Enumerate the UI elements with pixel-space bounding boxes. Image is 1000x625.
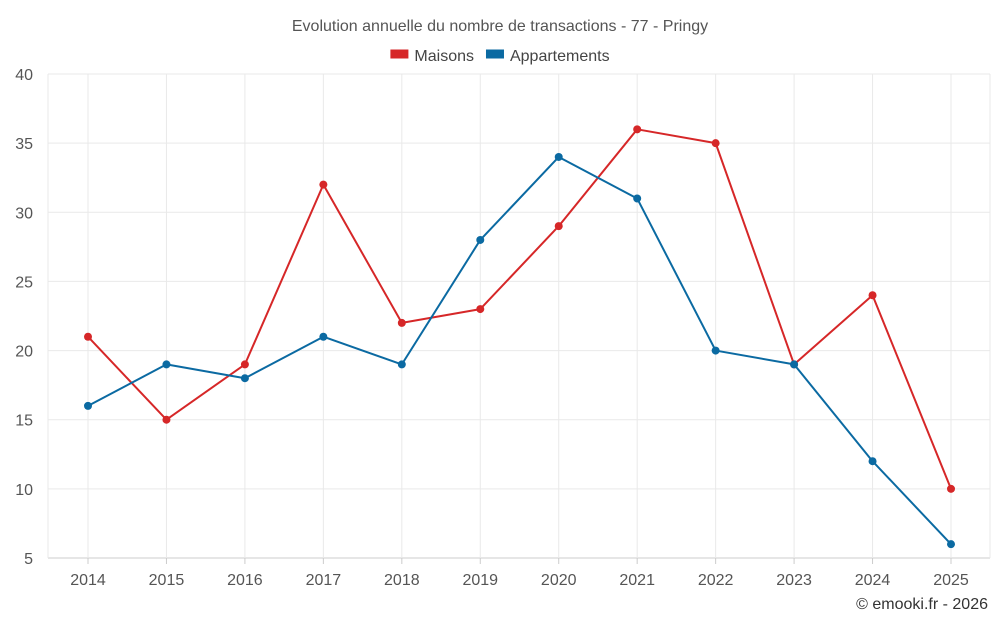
data-point-appartements-2024[interactable] [868, 457, 877, 466]
data-point-appartements-2017[interactable] [319, 332, 328, 341]
series-line-appartements [87, 155, 952, 545]
data-point-maisons-2022[interactable] [711, 139, 720, 148]
data-point-maisons-2019[interactable] [476, 305, 485, 314]
data-point-appartements-2019[interactable] [476, 235, 485, 244]
data-point-maisons-2021[interactable] [633, 125, 642, 134]
y-tick-label: 35 [15, 136, 33, 153]
data-point-maisons-2018[interactable] [397, 318, 406, 327]
series-maisons [84, 125, 955, 493]
series-appartements [84, 152, 955, 549]
x-tick-label: 2019 [462, 572, 498, 589]
x-tick-label: 2021 [619, 572, 655, 589]
legend-swatch-maisons [390, 49, 409, 59]
credit-text: © emooki.fr - 2026 [856, 596, 988, 613]
data-point-maisons-2020[interactable] [554, 222, 563, 231]
data-point-appartements-2016[interactable] [240, 374, 249, 383]
data-point-appartements-2023[interactable] [790, 360, 799, 369]
y-tick-label: 15 [15, 413, 33, 430]
x-tick-label: 2015 [149, 572, 185, 589]
chart-title: Evolution annuelle du nombre de transact… [292, 18, 708, 35]
legend-item-maisons[interactable]: Maisons [390, 48, 474, 65]
x-tick-label: 2023 [776, 572, 812, 589]
x-tick-label: 2022 [698, 572, 734, 589]
x-tick-label: 2014 [70, 572, 106, 589]
data-point-appartements-2015[interactable] [162, 360, 171, 369]
data-point-appartements-2021[interactable] [633, 194, 642, 203]
data-point-maisons-2025[interactable] [947, 484, 955, 493]
y-tick-label: 40 [15, 67, 33, 84]
y-tick-label: 30 [15, 205, 33, 222]
x-tick-label: 2025 [933, 572, 969, 589]
data-point-maisons-2014[interactable] [84, 332, 92, 341]
grid [47, 73, 991, 559]
data-point-appartements-2022[interactable] [711, 346, 720, 355]
y-axis-ticks: 5 10 15 20 25 30 35 40 [15, 67, 33, 568]
x-tick-label: 2018 [384, 572, 420, 589]
data-point-maisons-2016[interactable] [240, 360, 249, 369]
y-tick-label: 25 [15, 274, 33, 291]
data-point-maisons-2024[interactable] [868, 291, 877, 300]
data-point-appartements-2014[interactable] [84, 401, 92, 410]
x-tick-label: 2016 [227, 572, 263, 589]
legend-label-maisons: Maisons [414, 48, 474, 65]
y-tick-label: 5 [24, 551, 33, 568]
legend-swatch-appartements [485, 49, 504, 59]
data-point-appartements-2020[interactable] [554, 152, 563, 161]
legend-label-appartements: Appartements [510, 48, 610, 65]
series-layer [84, 125, 955, 549]
data-point-maisons-2015[interactable] [162, 415, 171, 424]
x-tick-label: 2017 [306, 572, 342, 589]
legend: Maisons Appartements [390, 48, 610, 65]
legend-item-appartements[interactable]: Appartements [485, 48, 610, 65]
y-tick-label: 20 [15, 344, 33, 361]
data-point-appartements-2025[interactable] [947, 540, 955, 549]
data-point-maisons-2017[interactable] [319, 180, 328, 189]
data-point-appartements-2018[interactable] [397, 360, 406, 369]
x-tick-label: 2020 [541, 572, 577, 589]
series-line-maisons [87, 128, 952, 490]
y-tick-label: 10 [15, 482, 33, 499]
x-axis-ticks: 2014 2015 2016 2017 2018 2019 2020 2021 2022 2023… [70, 558, 969, 589]
x-tick-label: 2024 [855, 572, 891, 589]
